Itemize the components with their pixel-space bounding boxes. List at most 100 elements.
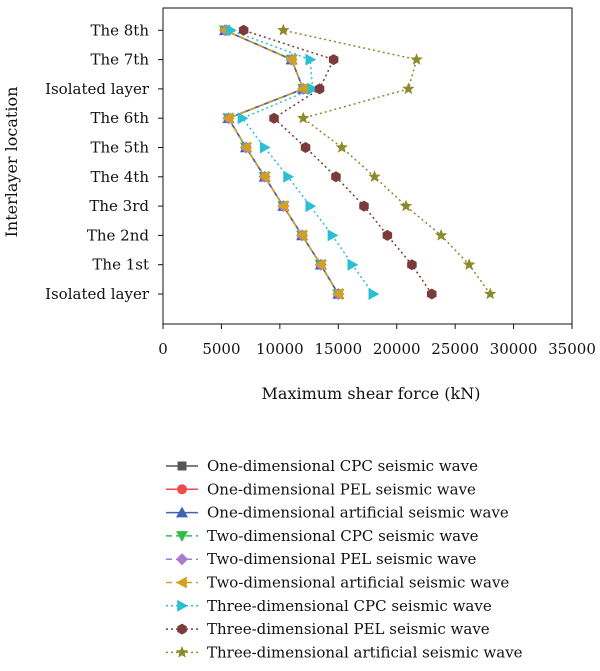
data-point: [314, 258, 326, 271]
y-tick-label: The 6th: [90, 109, 149, 127]
data-point: [305, 200, 317, 213]
legend-marker: [177, 599, 188, 612]
series-line: [230, 29, 374, 295]
data-point: [427, 288, 437, 300]
data-point: [328, 54, 339, 66]
legend-marker: [177, 461, 187, 471]
x-tick-label: 5000: [202, 340, 240, 358]
data-point: [300, 142, 311, 153]
series-line: [224, 29, 339, 295]
series: [220, 25, 343, 299]
data-point: [382, 229, 393, 241]
data-point: [331, 171, 341, 183]
x-tick-label: 0: [158, 340, 168, 358]
legend-label: One-dimensional artificial seismic wave: [207, 504, 509, 522]
data-point: [335, 141, 348, 153]
series: [218, 24, 344, 300]
legend-label: Two-dimensional PEL seismic wave: [207, 550, 477, 568]
legend-marker: [176, 506, 188, 518]
axes: 0 5000 10000 15000 20000 25000 30000 35000 Isola…: [45, 7, 596, 358]
data-point: [283, 170, 295, 183]
legend-marker: [176, 553, 188, 566]
data-point: [327, 229, 339, 242]
legend-marker: [176, 576, 187, 589]
series-line: [224, 29, 339, 295]
data-point: [307, 82, 319, 95]
data-point: [368, 170, 381, 183]
data-point: [222, 112, 234, 125]
data-point: [259, 141, 271, 154]
data-point: [484, 287, 497, 300]
data-point: [277, 200, 289, 213]
y-tick-label: The 8th: [90, 21, 149, 39]
y-tick-label: The 4th: [90, 168, 149, 186]
legend-marker: [175, 645, 189, 658]
y-tick-label: The 5th: [90, 139, 149, 157]
series: [219, 25, 344, 299]
data-point: [296, 229, 307, 242]
data-point: [237, 112, 249, 125]
data-point: [368, 288, 380, 300]
data-point: [410, 53, 423, 65]
data-point: [407, 259, 417, 271]
legend-marker: [176, 531, 188, 542]
data-point: [277, 23, 290, 36]
data-point: [402, 82, 415, 95]
series-line: [224, 29, 339, 295]
data-point: [225, 24, 237, 37]
data-point: [258, 170, 270, 183]
legend-item: One-dimensional artificial seismic wave: [166, 504, 509, 522]
data-point: [297, 82, 309, 95]
x-tick-label: 20000: [373, 340, 421, 358]
data-point: [238, 24, 249, 36]
x-tick-label: 30000: [490, 340, 538, 358]
data-point: [269, 112, 279, 124]
data-point: [305, 53, 317, 66]
data-point: [434, 228, 448, 241]
data-point: [297, 111, 310, 124]
y-axis-title: Interlayer location: [2, 87, 21, 238]
y-tick-label: The 1st: [92, 256, 149, 274]
y-tick-label: The 3rd: [89, 197, 149, 215]
data-point: [239, 141, 251, 154]
legend-label: Three-dimensional CPC seismic wave: [207, 597, 492, 615]
plot-area: [218, 23, 497, 300]
series: [277, 23, 497, 300]
x-axis-title: Maximum shear force (kN): [262, 384, 481, 403]
data-point: [347, 258, 359, 271]
legend-marker: [177, 484, 187, 495]
legend-label: One-dimensional PEL seismic wave: [207, 480, 476, 498]
data-point: [399, 199, 413, 212]
x-tick-label: 10000: [256, 340, 304, 358]
series: [238, 24, 437, 300]
legend-item: Two-dimensional CPC seismic wave: [166, 527, 479, 545]
data-point: [314, 83, 325, 95]
x-tick-label: 25000: [431, 340, 479, 358]
series: [218, 24, 345, 299]
series-line: [283, 29, 491, 295]
legend-item: Three-dimensional CPC seismic wave: [166, 597, 492, 615]
x-tick-label: 35000: [548, 340, 596, 358]
y-tick-label: Isolated layer: [45, 80, 150, 98]
legend-item: One-dimensional PEL seismic wave: [166, 480, 476, 498]
legend-item: Three-dimensional PEL seismic wave: [166, 620, 490, 638]
y-tick-label: The 2nd: [87, 226, 150, 244]
legend-label: Three-dimensional PEL seismic wave: [207, 620, 490, 638]
legend-item: Two-dimensional PEL seismic wave: [166, 550, 477, 568]
legend-item: Two-dimensional artificial seismic wave: [166, 574, 509, 592]
plot-frame: [162, 7, 573, 325]
legend: One-dimensional CPC seismic wave One-dime…: [166, 457, 523, 661]
legend-item: Three-dimensional artificial seismic wav…: [166, 643, 523, 661]
data-point: [359, 200, 369, 212]
series: [218, 24, 345, 300]
legend-label: Three-dimensional artificial seismic wav…: [207, 643, 523, 661]
series: [225, 24, 380, 300]
legend-item: One-dimensional CPC seismic wave: [166, 457, 478, 475]
legend-label: Two-dimensional CPC seismic wave: [207, 527, 479, 545]
data-point: [285, 53, 297, 66]
x-tick-label: 15000: [314, 340, 362, 358]
legend-label: Two-dimensional artificial seismic wave: [207, 574, 509, 592]
series-line: [224, 29, 339, 295]
y-tick-label: Isolated layer: [45, 285, 150, 303]
